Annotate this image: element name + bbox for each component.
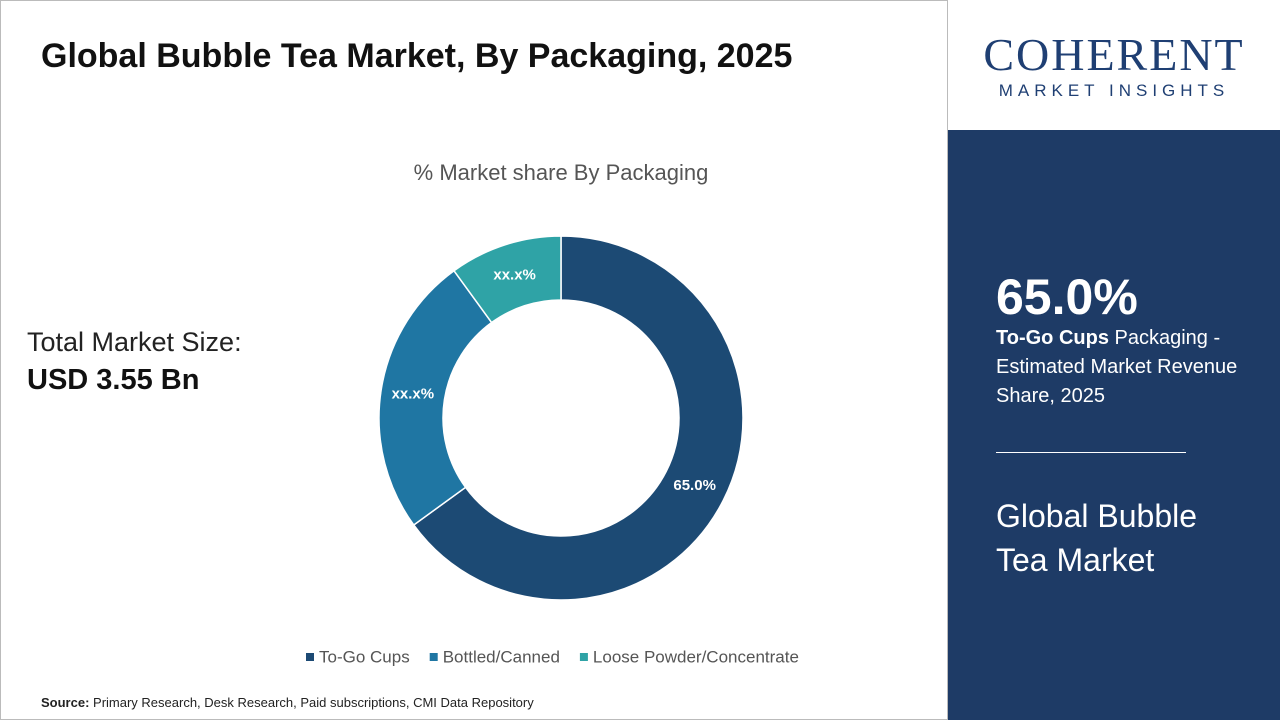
legend-swatch bbox=[306, 653, 314, 661]
market-name: Global Bubble Tea Market bbox=[996, 498, 1198, 578]
donut-segment bbox=[378, 269, 493, 527]
logo: COHERENT MARKET INSIGHTS bbox=[948, 0, 1280, 130]
data-label: 65.0% bbox=[673, 477, 716, 494]
data-label: xx.x% bbox=[392, 386, 435, 403]
chart: % Market share By Packaging 65.0% xx.x% xx… bbox=[306, 160, 799, 666]
source: Source: Primary Research, Desk Research,… bbox=[41, 695, 534, 710]
legend-label: Bottled/Canned bbox=[443, 647, 560, 666]
source-label: Source: bbox=[41, 695, 90, 710]
chart-title: Global Bubble Tea Market, By Packaging, … bbox=[41, 37, 793, 75]
legend-swatch bbox=[579, 653, 588, 661]
divider bbox=[996, 452, 1186, 453]
highlight: 65.0% bbox=[996, 269, 1138, 325]
side-panel: 65.0% To-Go Cups Packaging - Estimated M… bbox=[948, 130, 1280, 720]
logo-name: COHERENT bbox=[983, 29, 1245, 80]
donut-segment bbox=[452, 235, 562, 324]
donut-segment bbox=[412, 235, 744, 601]
legend-label: To-Go Cups bbox=[319, 647, 410, 666]
highlight-text: Packaging - Estimated Market Revenue Sha… bbox=[996, 327, 1238, 407]
total-value: USD 3.55 Bn bbox=[27, 364, 200, 396]
highlight-bold: To-Go Cups bbox=[996, 327, 1109, 349]
chart-area: Global Bubble Tea Market, By Packaging, … bbox=[0, 0, 948, 720]
chart-subtitle: % Market share By Packaging bbox=[414, 160, 709, 185]
legend-swatch bbox=[429, 653, 438, 661]
source-text: Primary Research, Desk Research, Paid su… bbox=[93, 695, 534, 710]
total-label: Total Market Size: bbox=[27, 327, 242, 357]
data-label: xx.x% bbox=[493, 266, 536, 283]
logo-tagline: MARKET INSIGHTS bbox=[998, 81, 1230, 100]
legend-label: Loose Powder/Concentrate bbox=[593, 647, 799, 666]
highlight-desc: To-Go Cups Packaging - Estimated Market … bbox=[996, 324, 1246, 411]
